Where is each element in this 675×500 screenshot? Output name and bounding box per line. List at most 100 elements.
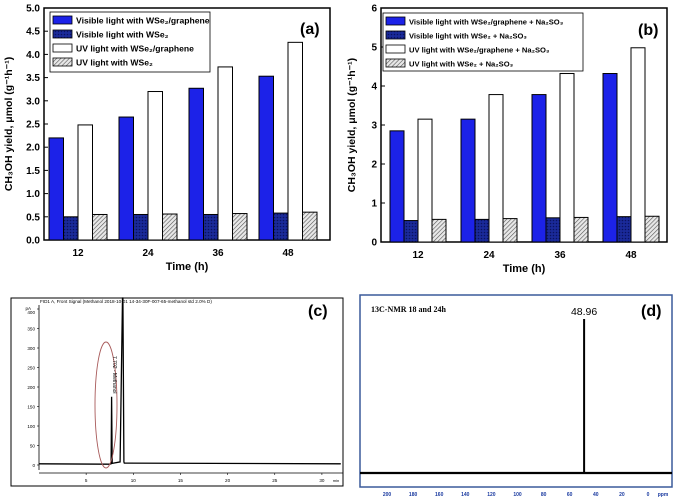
y-tick-label: 3.5 <box>26 73 40 84</box>
y-tick-label: 200 <box>27 385 35 390</box>
signal-trace <box>38 297 341 465</box>
y-tick-label: 6 <box>371 4 377 15</box>
y-tick-label: 2 <box>371 160 377 171</box>
x-tick-label: 24 <box>142 248 154 259</box>
y-tick-label: 0.5 <box>26 212 40 223</box>
bar-darkblue-36h <box>545 217 561 243</box>
legend-entry: Visible light with WSe₂ <box>76 30 169 40</box>
legend-box <box>382 12 584 72</box>
bar-blue-24h <box>118 116 134 241</box>
y-tick-label: 3 <box>371 121 377 132</box>
x-tick-label: 160 <box>435 492 444 498</box>
legend-entry: UV light with WSe₂/graphene <box>76 44 194 54</box>
y-tick-label: 3.0 <box>26 96 40 107</box>
y-tick-label: 2.0 <box>26 143 40 154</box>
x-tick-label: 0 <box>647 492 650 498</box>
y-tick-label: 150 <box>27 405 35 410</box>
bar-hatch-12h <box>431 218 447 243</box>
chromatogram-panel: FID1 A, Front Signal (Methanol 2018-10-0… <box>10 297 344 487</box>
y-axis-label: CH₃OH yield, μmol (g⁻¹h⁻¹) <box>3 57 15 191</box>
legend-box <box>49 11 211 73</box>
legend-swatch-white <box>52 43 73 53</box>
bar-hatch-48h <box>302 211 318 241</box>
bar-white-48h <box>630 47 646 243</box>
bar-white-36h <box>559 73 575 243</box>
legend-swatch-darkblue <box>385 30 406 40</box>
bar-hatch-24h <box>162 213 178 241</box>
x-tick-label: 48 <box>625 250 637 261</box>
x-tick-label: 40 <box>593 492 599 498</box>
x-tick-label: 30 <box>319 478 325 483</box>
legend-swatch-hatch <box>52 57 73 67</box>
y-tick-label: 400 <box>27 310 35 315</box>
x-tick-label: 36 <box>212 248 224 259</box>
legend-swatch-blue <box>52 15 73 25</box>
bar-chart-panel-0: 0.0 0.5 1.0 1.5 2.0 2.5 3.0 3.5 4.0 4.5 5.0 12 24 36 4… <box>3 4 331 273</box>
bar-blue-48h <box>258 75 274 241</box>
panel-label: (c) <box>308 303 328 320</box>
legend-entry: UV light with WSe₂ <box>76 58 153 68</box>
y-tick-label: 5.0 <box>26 4 40 15</box>
y-tick-label: 2.5 <box>26 120 40 131</box>
y-tick-label: 5 <box>371 43 377 54</box>
x-tick-label: 120 <box>487 492 496 498</box>
bar-blue-36h <box>188 87 204 241</box>
nmr-title: 13C-NMR 18 and 24h <box>371 305 446 314</box>
legend-swatch-darkblue <box>52 29 73 39</box>
bar-blue-24h <box>460 118 476 243</box>
x-tick-label: 100 <box>513 492 522 498</box>
legend-entry: Visible light with WSe₂/graphene <box>76 16 210 26</box>
bar-blue-48h <box>602 73 618 243</box>
legend-entry: Visible light with WSe₂ + Na₂SO₃ <box>409 32 527 41</box>
legend-entry: Visible light with WSe₂/graphene + Na₂SO… <box>409 18 564 27</box>
y-tick-label: 0 <box>32 463 35 468</box>
panel-label: (d) <box>641 303 661 320</box>
x-tick-label: 200 <box>383 492 392 498</box>
bar-hatch-36h <box>573 216 589 243</box>
y-tick-label: 350 <box>27 327 35 332</box>
legend: Visible light with WSe₂/graphene Visible … <box>49 11 211 73</box>
x-tick-label: 36 <box>554 250 566 261</box>
panel-frame <box>10 297 344 487</box>
x-unit: ppm <box>658 492 669 498</box>
bar-darkblue-48h <box>616 216 632 243</box>
x-tick-label: 25 <box>272 478 278 483</box>
bar-darkblue-48h <box>273 212 289 241</box>
bar-darkblue-24h <box>474 218 490 243</box>
y-tick-label: 4.0 <box>26 50 40 61</box>
x-tick-label: 140 <box>461 492 470 498</box>
panel-label: (a) <box>300 21 320 38</box>
panel-frame <box>359 294 673 488</box>
bar-white-24h <box>147 91 163 241</box>
y-unit: pA <box>25 306 31 311</box>
y-tick-label: 100 <box>27 424 35 429</box>
peak-label: 7.702 - Methanol <box>111 356 117 394</box>
x-tick-label: 20 <box>225 478 231 483</box>
bar-white-24h <box>488 94 504 243</box>
bar-white-36h <box>217 66 233 241</box>
panel-label: (b) <box>638 22 658 39</box>
x-tick-label: 60 <box>567 492 573 498</box>
bar-hatch-24h <box>502 218 518 243</box>
bar-white-12h <box>77 124 93 241</box>
bar-blue-12h <box>48 137 64 241</box>
bar-darkblue-12h <box>63 216 79 241</box>
legend-entry: UV light with WSe₂/graphene + Na₂SO₃ <box>409 46 550 55</box>
legend-swatch-white <box>385 44 406 54</box>
y-tick-label: 4 <box>371 82 377 93</box>
legend-entry: UV light with WSe₂ + Na₂SO₃ <box>409 60 514 69</box>
x-unit: min <box>333 478 339 483</box>
legend-swatch-blue <box>385 16 406 26</box>
bar-hatch-48h <box>644 215 660 243</box>
x-tick-label: 5 <box>85 478 88 483</box>
x-tick-label: 24 <box>483 250 495 261</box>
y-tick-label: 0 <box>371 238 377 249</box>
bar-white-12h <box>417 118 433 243</box>
y-tick-label: 1.0 <box>26 189 40 200</box>
y-tick-label: 4.5 <box>26 27 40 38</box>
y-tick-label: 1 <box>371 199 377 210</box>
y-tick-label: 250 <box>27 366 35 371</box>
x-tick-label: 48 <box>282 248 294 259</box>
bar-hatch-12h <box>92 213 108 241</box>
